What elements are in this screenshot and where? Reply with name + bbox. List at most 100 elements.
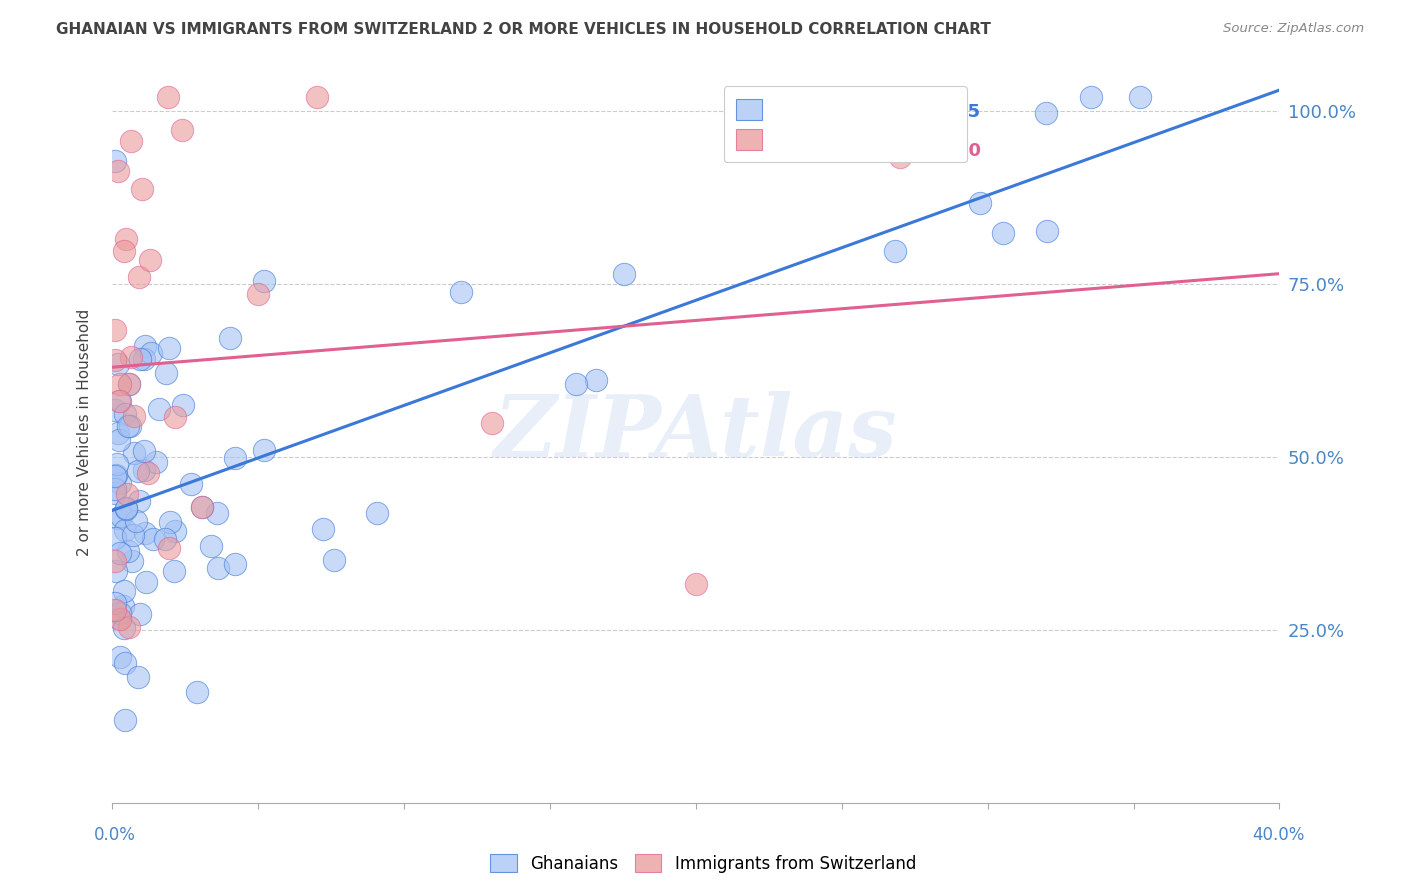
Point: [163, 410, 186, 425]
Point: [114, 656, 136, 670]
Point: [127, 670, 149, 684]
Point: [107, 164, 129, 178]
Point: [180, 476, 202, 491]
Point: [1129, 90, 1152, 104]
Point: [108, 611, 131, 625]
Point: [585, 373, 607, 387]
Point: [121, 553, 143, 567]
Point: [253, 443, 276, 458]
Point: [172, 398, 194, 412]
Point: [148, 402, 170, 417]
Point: [115, 232, 138, 246]
Point: [207, 561, 229, 575]
Point: [121, 528, 143, 542]
Point: [200, 539, 222, 553]
Point: [128, 269, 150, 284]
Point: [163, 564, 186, 578]
Point: [118, 377, 141, 392]
Text: R =: R =: [758, 103, 797, 120]
Point: [889, 150, 911, 164]
Point: [883, 244, 905, 258]
Point: [104, 596, 127, 610]
Point: [224, 557, 246, 571]
Point: [115, 486, 138, 500]
Point: [104, 486, 127, 500]
Point: [136, 466, 159, 480]
Point: [107, 394, 129, 409]
Point: [969, 195, 991, 210]
Point: [131, 182, 153, 196]
Y-axis label: 2 or more Vehicles in Household: 2 or more Vehicles in Household: [77, 309, 91, 557]
Point: [247, 287, 270, 301]
Point: [155, 366, 177, 380]
Point: [117, 544, 139, 558]
Point: [991, 227, 1014, 241]
Point: [114, 502, 136, 516]
Text: 40.0%: 40.0%: [1253, 826, 1305, 844]
Text: 0.0%: 0.0%: [94, 826, 136, 844]
Text: N =: N =: [893, 103, 943, 120]
Point: [142, 532, 165, 546]
Point: [122, 445, 145, 459]
Point: [132, 351, 155, 366]
Point: [153, 532, 176, 546]
Point: [163, 524, 186, 539]
Point: [190, 500, 212, 514]
Point: [125, 514, 148, 528]
Point: [135, 575, 157, 590]
Point: [107, 611, 129, 625]
Point: [114, 407, 136, 421]
Point: [105, 457, 128, 471]
Point: [104, 323, 127, 337]
Point: [108, 546, 131, 560]
Point: [110, 508, 132, 523]
Point: [139, 252, 162, 267]
Point: [1035, 105, 1057, 120]
Point: [366, 506, 388, 520]
Point: [111, 599, 134, 614]
Point: [108, 606, 131, 620]
Point: [117, 419, 139, 434]
Point: [172, 123, 194, 137]
Text: ZIPAtlas: ZIPAtlas: [494, 391, 898, 475]
Point: [115, 501, 138, 516]
Point: [205, 506, 228, 520]
Point: [134, 444, 156, 458]
Point: [104, 403, 127, 417]
Point: [107, 358, 129, 372]
Text: N =: N =: [893, 142, 943, 160]
Point: [139, 346, 162, 360]
Point: [110, 475, 132, 490]
Point: [114, 523, 136, 537]
Point: [118, 620, 141, 634]
Point: [157, 90, 180, 104]
Point: [104, 469, 127, 483]
Point: [128, 494, 150, 508]
Point: [134, 525, 156, 540]
Point: [224, 451, 246, 466]
Point: [112, 244, 135, 258]
Point: [110, 376, 132, 391]
Point: [1036, 224, 1059, 238]
Point: [305, 90, 328, 104]
Point: [104, 352, 127, 367]
Point: [105, 468, 128, 483]
Point: [104, 154, 127, 169]
Point: [108, 433, 131, 447]
Text: 0.403: 0.403: [820, 103, 877, 120]
Point: [157, 341, 180, 355]
Legend: Ghanaians, Immigrants from Switzerland: Ghanaians, Immigrants from Switzerland: [484, 847, 922, 880]
Point: [104, 603, 127, 617]
Point: [312, 522, 335, 536]
Point: [186, 685, 208, 699]
Point: [104, 531, 127, 545]
Legend:                                ,                                : ,: [724, 87, 967, 162]
Text: GHANAIAN VS IMMIGRANTS FROM SWITZERLAND 2 OR MORE VEHICLES IN HOUSEHOLD CORRELAT: GHANAIAN VS IMMIGRANTS FROM SWITZERLAND …: [56, 22, 991, 37]
Point: [128, 351, 150, 366]
Point: [118, 419, 141, 434]
Point: [118, 376, 141, 391]
Point: [104, 482, 127, 496]
Point: [108, 394, 131, 409]
Point: [107, 426, 129, 441]
Point: [108, 649, 131, 664]
